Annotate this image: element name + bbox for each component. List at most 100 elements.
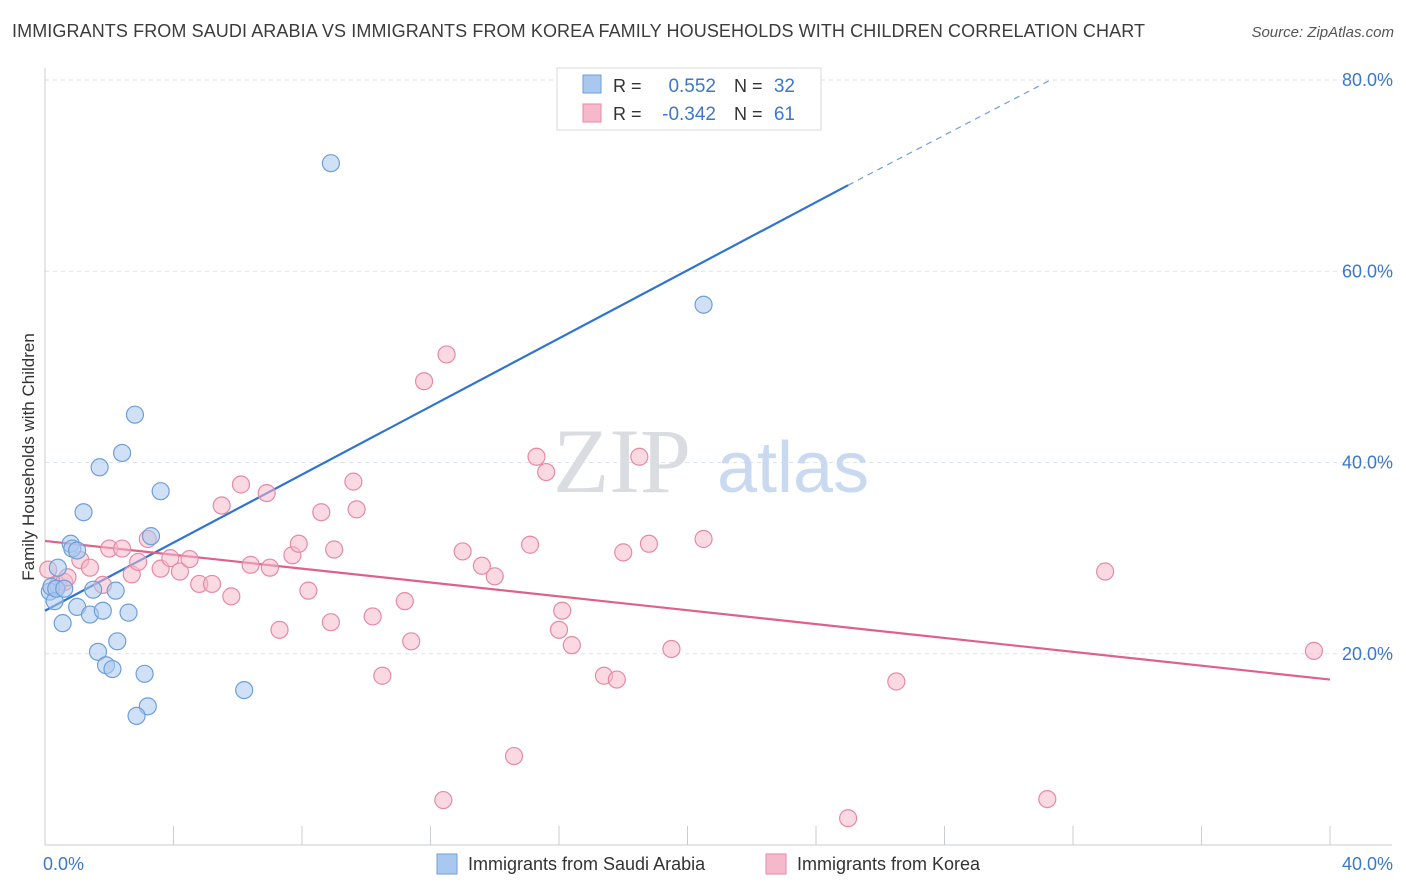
saudi-arabia-points: [40, 154, 713, 726]
korea-point: [630, 447, 649, 466]
korea-point: [270, 620, 289, 639]
saudi-arabia-trend-line: [44, 184, 849, 612]
saudi-arabia-point: [125, 405, 145, 424]
korea-point: [180, 549, 199, 569]
korea-point: [887, 672, 906, 691]
watermark-atlas: atlas: [717, 428, 869, 508]
korea-point: [614, 543, 633, 562]
saudi-arabia-point: [119, 603, 138, 622]
gridlines: [45, 79, 1392, 655]
stats-n-label-1: N =: [734, 76, 763, 96]
y-tick-label: 40.0%: [1342, 453, 1393, 473]
saudi-arabia-point: [141, 527, 161, 546]
chart-title: IMMIGRANTS FROM SAUDI ARABIA VS IMMIGRAN…: [12, 21, 1146, 41]
y-tick-label: 80.0%: [1342, 70, 1393, 90]
stats-r-value-1: 0.552: [668, 76, 716, 97]
saudi-arabia-point: [103, 659, 122, 679]
saudi-arabia-trend-extension: [847, 79, 1051, 186]
stats-r-label-1: R =: [613, 76, 642, 96]
saudi-arabia-point: [235, 680, 254, 700]
y-tick-labels: 20.0% 40.0% 60.0% 80.0%: [1342, 70, 1393, 664]
saudi-arabia-point: [694, 295, 713, 314]
korea-point: [231, 475, 251, 494]
korea-point: [299, 581, 318, 600]
stats-n-value-1: 32: [774, 76, 795, 97]
korea-point: [312, 503, 331, 522]
saudi-arabia-point: [55, 579, 74, 598]
korea-point: [241, 555, 260, 574]
source-credit: Source: ZipAtlas.com: [1251, 24, 1394, 41]
saudi-arabia-point: [93, 601, 112, 620]
korea-point: [527, 447, 546, 466]
korea-point: [562, 636, 581, 655]
korea-point: [1096, 562, 1115, 581]
x-tick-label: 0.0%: [43, 854, 84, 874]
korea-point: [607, 670, 626, 689]
saudi-arabia-point: [68, 541, 87, 560]
saudi-arabia-point: [321, 154, 341, 173]
legend-swatch-saudi-arabia: [436, 853, 458, 875]
korea-point: [257, 484, 276, 503]
stats-r-value-2: -0.342: [662, 104, 716, 125]
legend-label-korea: Immigrants from Korea: [797, 854, 981, 874]
saudi-arabia-point: [151, 482, 170, 501]
y-axis-label: Family Households with Children: [19, 333, 38, 581]
korea-points: [39, 345, 1324, 828]
stats-swatch-pink: [582, 103, 602, 123]
korea-point: [1304, 641, 1324, 660]
trend-lines: [44, 79, 1331, 681]
stats-r-label-2: R =: [613, 104, 642, 124]
x-ticks: [44, 826, 1331, 845]
stats-swatch-blue: [582, 74, 602, 94]
stats-n-value-2: 61: [774, 104, 795, 125]
korea-point: [373, 666, 392, 685]
korea-point: [485, 567, 504, 586]
y-tick-label: 20.0%: [1342, 644, 1393, 664]
saudi-arabia-point: [84, 580, 103, 599]
korea-point: [222, 587, 241, 606]
saudi-arabia-point: [74, 503, 93, 522]
saudi-arabia-point: [88, 642, 108, 661]
korea-point: [662, 639, 681, 659]
korea-point: [260, 558, 279, 577]
korea-point: [553, 601, 572, 620]
legend-label-saudi-arabia: Immigrants from Saudi Arabia: [468, 854, 706, 874]
saudi-arabia-point: [53, 614, 72, 633]
x-tick-label: 40.0%: [1342, 854, 1393, 874]
korea-point: [437, 345, 456, 364]
korea-point: [839, 809, 858, 828]
stats-n-label-2: N =: [734, 104, 763, 124]
watermark: ZIP atlas: [553, 410, 869, 512]
legend-swatch-korea: [765, 853, 787, 875]
korea-point: [694, 529, 713, 549]
korea-point: [80, 558, 100, 577]
korea-point: [549, 620, 569, 639]
korea-point: [112, 539, 132, 558]
saudi-arabia-point: [108, 632, 127, 651]
saudi-arabia-point: [106, 581, 125, 600]
saudi-arabia-point: [90, 458, 109, 477]
korea-point: [402, 632, 421, 651]
korea-point: [321, 613, 341, 632]
korea-point: [347, 500, 366, 519]
korea-point: [1038, 789, 1057, 809]
watermark-zip: ZIP: [553, 410, 691, 512]
korea-point: [325, 540, 344, 559]
korea-point: [395, 592, 414, 611]
korea-point: [504, 746, 524, 766]
korea-point: [129, 552, 148, 572]
legend: Immigrants from Saudi Arabia Immigrants …: [436, 853, 981, 875]
korea-point: [363, 607, 382, 626]
saudi-arabia-point: [127, 706, 146, 726]
korea-point: [161, 549, 180, 568]
korea-point: [289, 534, 308, 553]
korea-point: [520, 535, 540, 554]
korea-point: [537, 462, 556, 482]
korea-point: [472, 556, 491, 575]
korea-point: [212, 496, 231, 515]
saudi-arabia-point: [112, 443, 132, 463]
korea-point: [434, 790, 453, 810]
korea-point: [344, 472, 363, 491]
korea-trend-line: [44, 539, 1331, 681]
